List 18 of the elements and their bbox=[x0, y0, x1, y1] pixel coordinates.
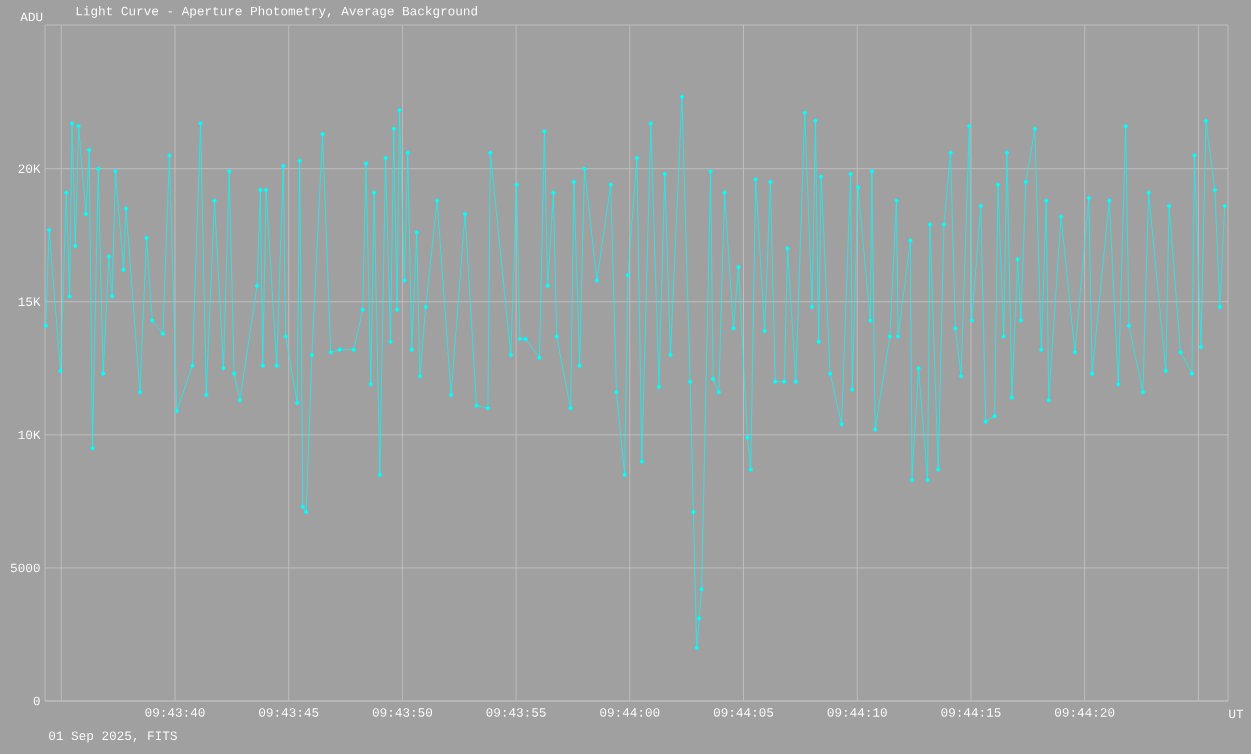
text: 01 Sep 2025, FITS bbox=[49, 731, 177, 743]
x-tick-label: 09:43:45 bbox=[259, 708, 319, 717]
x-tick-label: 09:43:50 bbox=[372, 708, 433, 717]
y-tick-label: 20K bbox=[18, 164, 41, 174]
x-tick-label: 09:44:00 bbox=[600, 708, 660, 717]
y-tick-label: 5000 bbox=[10, 563, 40, 573]
x-tick-label: 09:44:05 bbox=[713, 708, 774, 717]
x-tick-label: 09:43:40 bbox=[145, 708, 205, 717]
x-axis-title: UT bbox=[1229, 709, 1244, 719]
x-tick-label: 09:44:10 bbox=[827, 708, 887, 717]
y-tick-label: 0 bbox=[33, 696, 40, 706]
y-tick-label: 10K bbox=[18, 430, 41, 440]
y-tick-label: 15K bbox=[18, 297, 41, 307]
chart-title: Light Curve - Aperture Photometry, Average Background bbox=[76, 6, 477, 18]
x-tick-label: 09:43:55 bbox=[486, 708, 546, 717]
y-axis-title: ADU bbox=[20, 12, 43, 22]
x-tick-label: 09:44:20 bbox=[1055, 708, 1115, 717]
x-tick-label: 09:44:15 bbox=[941, 708, 1001, 717]
